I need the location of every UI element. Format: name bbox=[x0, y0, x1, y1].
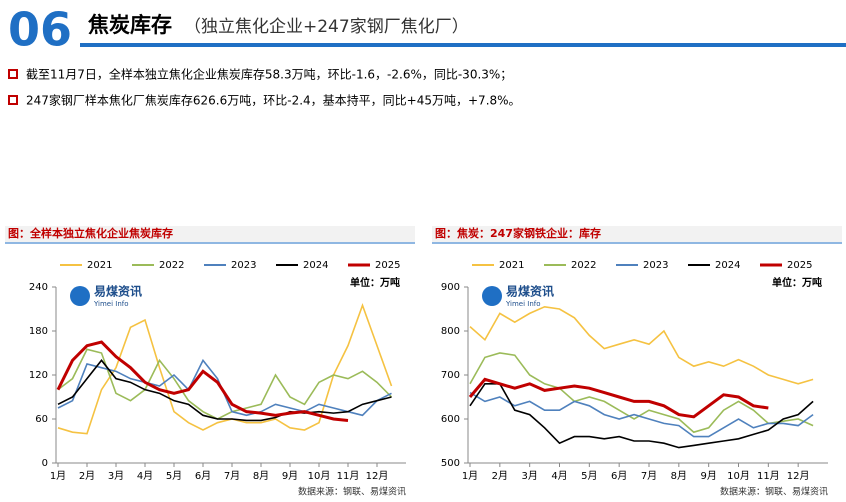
y-tick-label: 600 bbox=[441, 414, 460, 425]
series-line bbox=[57, 359, 392, 422]
series-line bbox=[468, 377, 769, 419]
series-line bbox=[56, 340, 349, 422]
logo-icon bbox=[482, 286, 502, 306]
chart-title-bg bbox=[432, 226, 842, 242]
x-tick-label: 8月 bbox=[253, 470, 269, 482]
x-tick-label: 8月 bbox=[671, 470, 687, 482]
logo-text: 易煤资讯 bbox=[506, 284, 554, 299]
legend-label: 2023 bbox=[231, 260, 256, 271]
x-tick-label: 2月 bbox=[492, 470, 508, 482]
header-rule bbox=[80, 43, 846, 47]
section-number: 06 bbox=[8, 3, 72, 57]
x-tick-label: 3月 bbox=[108, 470, 124, 482]
x-tick-label: 10月 bbox=[308, 470, 331, 482]
y-tick-label: 0 bbox=[42, 458, 48, 469]
bullet-text: 截至11月7日，全样本独立焦化企业焦炭库存58.3万吨，环比-1.6，-2.6%… bbox=[26, 67, 512, 82]
legend-label: 2021 bbox=[87, 260, 112, 271]
logo-icon bbox=[70, 286, 90, 306]
bullet-icon bbox=[8, 95, 18, 105]
y-tick-label: 120 bbox=[29, 370, 48, 381]
x-tick-label: 4月 bbox=[551, 470, 567, 482]
series-line bbox=[469, 352, 814, 434]
x-tick-label: 1月 bbox=[50, 470, 66, 482]
logo-subtext: Yimei Info bbox=[505, 300, 541, 308]
x-tick-label: 6月 bbox=[611, 470, 627, 482]
x-tick-label: 10月 bbox=[727, 470, 750, 482]
y-tick-label: 60 bbox=[35, 414, 48, 425]
x-tick-label: 7月 bbox=[224, 470, 240, 482]
source-note: 数据来源：钢联、易煤资讯 bbox=[298, 486, 406, 498]
x-tick-label: 5月 bbox=[166, 470, 182, 482]
page-subtitle: （独立焦化企业+247家钢厂焦化厂） bbox=[184, 17, 469, 37]
legend-label: 2024 bbox=[715, 260, 740, 271]
x-tick-label: 11月 bbox=[337, 470, 360, 482]
bullet-icon bbox=[8, 69, 18, 79]
chart-title: 图：焦炭：247家钢铁企业：库存 bbox=[435, 226, 601, 240]
logo-text: 易煤资讯 bbox=[94, 284, 142, 299]
source-note: 数据来源：钢联、易煤资讯 bbox=[720, 486, 828, 498]
legend-label: 2022 bbox=[571, 260, 596, 271]
x-tick-label: 1月 bbox=[462, 470, 478, 482]
x-tick-label: 3月 bbox=[521, 470, 537, 482]
series-line bbox=[469, 391, 814, 438]
legend-label: 2025 bbox=[375, 260, 400, 271]
legend-label: 2021 bbox=[499, 260, 524, 271]
x-tick-label: 12月 bbox=[787, 470, 810, 482]
x-tick-label: 7月 bbox=[641, 470, 657, 482]
legend-label: 2022 bbox=[159, 260, 184, 271]
x-tick-label: 6月 bbox=[195, 470, 211, 482]
logo-subtext: Yimei Info bbox=[93, 300, 129, 308]
series-line bbox=[469, 383, 814, 449]
y-tick-label: 180 bbox=[29, 326, 48, 337]
y-tick-label: 700 bbox=[441, 370, 460, 381]
y-tick-label: 900 bbox=[441, 282, 460, 293]
series-line bbox=[57, 348, 393, 420]
chart-title: 图：全样本独立焦化企业焦炭库存 bbox=[8, 226, 173, 240]
chart-title-bg bbox=[5, 226, 415, 242]
x-tick-label: 9月 bbox=[700, 470, 716, 482]
bullet-text: 247家钢厂样本焦化厂焦炭库存626.6万吨，环比-2.4，基本持平，同比+45… bbox=[26, 93, 521, 108]
y-tick-label: 240 bbox=[29, 282, 48, 293]
legend-label: 2023 bbox=[643, 260, 668, 271]
x-tick-label: 11月 bbox=[757, 470, 780, 482]
x-tick-label: 2月 bbox=[79, 470, 95, 482]
legend-label: 2025 bbox=[787, 260, 812, 271]
unit-label: 单位：万吨 bbox=[350, 276, 400, 289]
y-tick-label: 500 bbox=[441, 458, 460, 469]
page-title: 焦炭库存 bbox=[87, 13, 172, 37]
unit-label: 单位：万吨 bbox=[772, 276, 822, 289]
legend-label: 2024 bbox=[303, 260, 328, 271]
x-tick-label: 5月 bbox=[581, 470, 597, 482]
y-tick-label: 800 bbox=[441, 326, 460, 337]
x-tick-label: 4月 bbox=[137, 470, 153, 482]
series-line bbox=[469, 305, 814, 385]
x-tick-label: 12月 bbox=[366, 470, 389, 482]
x-tick-label: 9月 bbox=[282, 470, 298, 482]
